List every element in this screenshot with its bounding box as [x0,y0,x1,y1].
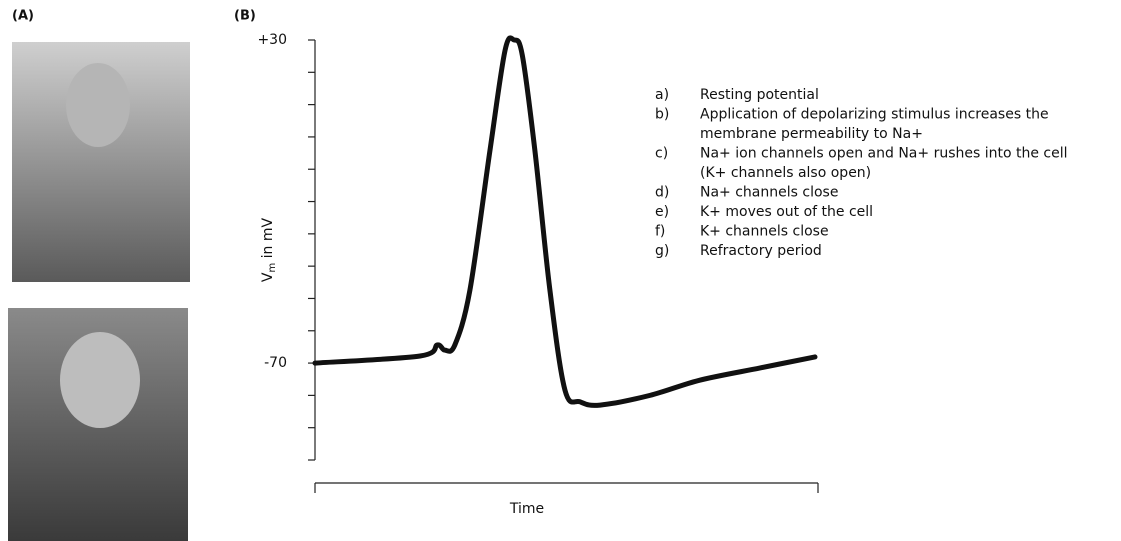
annotation-text: membrane permeability to Na+ [700,126,923,142]
annotation-text: K+ moves out of the cell [700,204,873,220]
x-axis-label: Time [509,501,544,517]
annotation-text: Refractory period [700,243,822,259]
annotation-letter: c) [655,146,668,162]
annotation-letter: a) [655,87,669,103]
action-potential-line [312,35,818,408]
annotation-text: (K+ channels also open) [700,165,871,181]
annotation-text: K+ channels close [700,224,829,240]
y-tick-label: -70 [264,355,287,371]
panel-label: (A) [12,9,34,24]
annotation-text: Application of depolarizing stimulus inc… [700,107,1049,123]
y-axis-label-part: V [260,272,276,282]
portrait-face [60,332,140,428]
y-tick-label: +30 [257,32,287,48]
y-axis-label-sub: m [267,263,278,273]
portrait-face [66,63,130,147]
annotation-letter: g) [655,243,669,259]
annotation-text: Resting potential [700,87,819,103]
annotation-letter: b) [655,107,669,123]
annotation-letter: d) [655,185,669,201]
annotation-text: Na+ channels close [700,185,838,201]
y-axis-label-part: in mV [260,217,276,262]
annotation-letter: e) [655,204,669,220]
annotation-letter: f) [655,224,665,240]
annotation-text: Na+ ion channels open and Na+ rushes int… [700,146,1068,162]
panel-label: (B) [234,9,256,24]
y-axis-label: Vm in mV [260,217,278,282]
